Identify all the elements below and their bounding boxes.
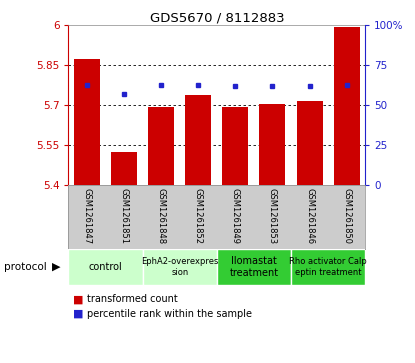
- Bar: [74, 59, 100, 185]
- Text: protocol: protocol: [4, 262, 47, 272]
- Text: EphA2-overexpres
sion: EphA2-overexpres sion: [141, 257, 218, 277]
- Text: ■: ■: [73, 294, 83, 305]
- Text: GSM1261848: GSM1261848: [157, 188, 166, 244]
- Text: transformed count: transformed count: [87, 294, 178, 305]
- Text: GSM1261851: GSM1261851: [120, 188, 129, 244]
- Bar: [217, 249, 291, 285]
- Title: GDS5670 / 8112883: GDS5670 / 8112883: [149, 11, 284, 24]
- Text: ▶: ▶: [52, 262, 60, 272]
- Text: percentile rank within the sample: percentile rank within the sample: [87, 309, 252, 319]
- Text: GSM1261847: GSM1261847: [83, 188, 92, 244]
- Bar: [291, 249, 365, 285]
- Text: GSM1261852: GSM1261852: [194, 188, 203, 244]
- Bar: [222, 107, 248, 185]
- Text: control: control: [89, 262, 122, 272]
- Bar: [111, 152, 137, 185]
- Text: GSM1261853: GSM1261853: [268, 188, 277, 244]
- Text: GSM1261846: GSM1261846: [305, 188, 314, 244]
- Bar: [68, 249, 143, 285]
- Bar: [148, 107, 174, 185]
- Bar: [334, 27, 360, 185]
- Text: Ilomastat
treatment: Ilomastat treatment: [229, 256, 278, 278]
- Text: GSM1261850: GSM1261850: [342, 188, 351, 244]
- Text: Rho activator Calp
eptin treatment: Rho activator Calp eptin treatment: [289, 257, 367, 277]
- Bar: [143, 249, 217, 285]
- Text: GSM1261849: GSM1261849: [231, 188, 240, 244]
- Bar: [259, 104, 286, 185]
- Text: ■: ■: [73, 309, 83, 319]
- Bar: [186, 95, 211, 185]
- Bar: [297, 101, 322, 185]
